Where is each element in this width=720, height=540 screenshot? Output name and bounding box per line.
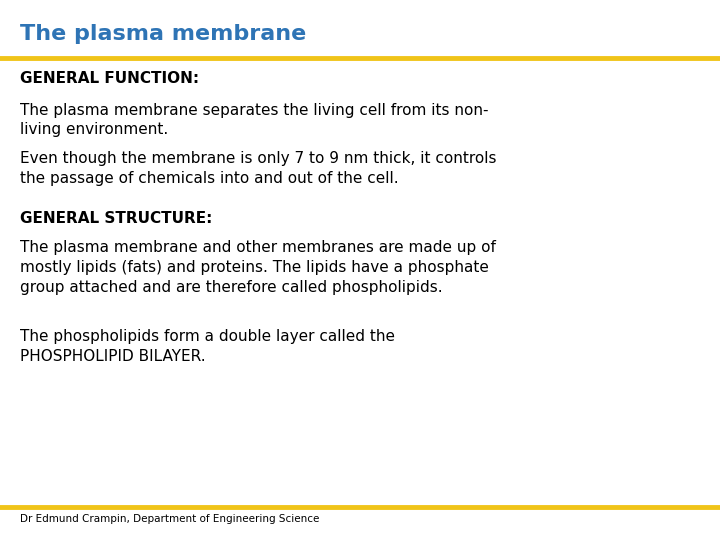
Text: Dr Edmund Crampin, Department of Engineering Science: Dr Edmund Crampin, Department of Enginee… <box>20 514 320 524</box>
Text: The phospholipids form a double layer called the
PHOSPHOLIPID BILAYER.: The phospholipids form a double layer ca… <box>20 329 395 364</box>
Text: The plasma membrane: The plasma membrane <box>20 24 307 44</box>
Text: GENERAL FUNCTION:: GENERAL FUNCTION: <box>20 71 199 86</box>
Text: The plasma membrane and other membranes are made up of
mostly lipids (fats) and : The plasma membrane and other membranes … <box>20 240 496 295</box>
Text: GENERAL STRUCTURE:: GENERAL STRUCTURE: <box>20 211 212 226</box>
Text: Even though the membrane is only 7 to 9 nm thick, it controls
the passage of che: Even though the membrane is only 7 to 9 … <box>20 151 497 186</box>
Text: The plasma membrane separates the living cell from its non-
living environment.: The plasma membrane separates the living… <box>20 103 489 137</box>
